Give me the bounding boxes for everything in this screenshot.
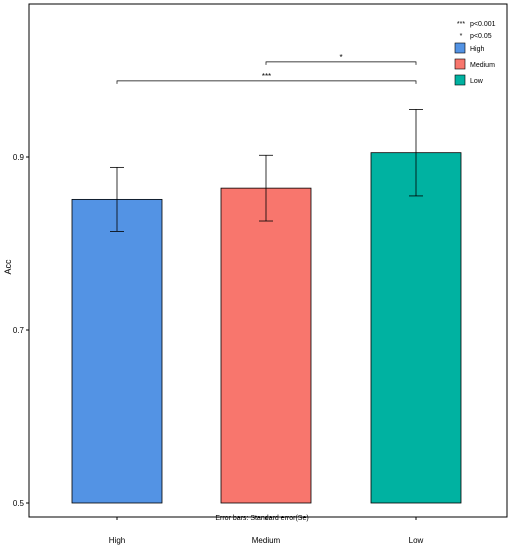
- legend-item-medium: Medium: [454, 58, 495, 70]
- legend-swatch: [454, 74, 466, 86]
- error-bar-note: Error bars: Standard error(Se): [215, 515, 308, 522]
- bar-low: [370, 152, 462, 504]
- comparison-bracket: [265, 61, 417, 65]
- legend-item-high: High: [454, 42, 485, 54]
- legend-label: Medium: [470, 62, 495, 69]
- y-tick-label: 0.7: [13, 326, 25, 335]
- significance-symbol: *: [460, 33, 463, 40]
- y-tick-label: 0.9: [13, 153, 25, 162]
- legend: *** p<0.001 * p<0.05 High Medium Low: [454, 21, 496, 86]
- bar-medium: [220, 187, 312, 504]
- x-tick-label-high: High: [109, 536, 125, 545]
- comparison-label: ***: [262, 72, 271, 81]
- error-bars-group: [110, 109, 423, 232]
- legend-label: Low: [470, 78, 484, 85]
- comparison-bracket: [116, 80, 417, 84]
- bars-group: [71, 152, 462, 504]
- comparison-medium-low: *: [265, 53, 417, 65]
- x-tick-label-medium: Medium: [252, 536, 281, 545]
- error-bar-low: [409, 109, 423, 197]
- significance-symbol: ***: [457, 21, 465, 28]
- plot-frame: [28, 3, 508, 518]
- legend-swatch: [454, 42, 466, 54]
- y-axis-title: Acc: [3, 259, 13, 275]
- significance-key-item: *** p<0.001: [457, 21, 496, 28]
- error-bar-high: [110, 166, 124, 232]
- comparison-label: *: [339, 53, 342, 62]
- legend-swatch: [454, 58, 466, 70]
- y-axis: 0.5 0.7 0.9: [13, 153, 29, 508]
- x-axis: High Medium Low: [109, 517, 424, 545]
- comparison-high-low: ***: [116, 72, 417, 84]
- significance-key-item: * p<0.05: [460, 33, 492, 40]
- significance-brackets: ****: [116, 53, 417, 84]
- bar-high: [71, 198, 163, 504]
- significance-label: p<0.001: [470, 21, 496, 28]
- significance-label: p<0.05: [470, 33, 492, 40]
- y-tick-label: 0.5: [13, 499, 25, 508]
- error-bar-medium: [259, 154, 273, 222]
- x-tick-label-low: Low: [409, 536, 424, 545]
- legend-item-low: Low: [454, 74, 484, 86]
- legend-label: High: [470, 46, 485, 53]
